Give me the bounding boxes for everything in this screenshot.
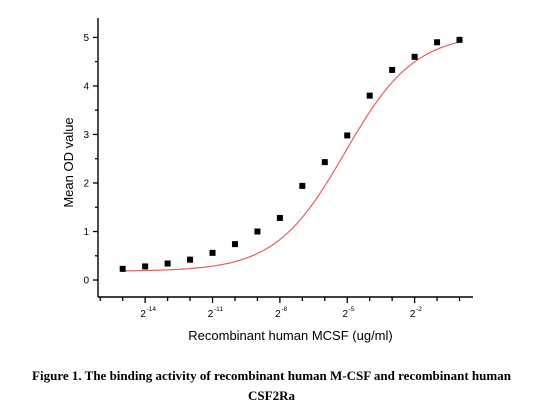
data-point — [434, 39, 441, 46]
data-point — [456, 36, 463, 43]
y-tick-label: 2 — [83, 178, 89, 189]
x-tick-exponent: -5 — [349, 306, 355, 313]
x-axis-title: Recombinant human MCSF (ug/ml) — [188, 328, 392, 343]
data-points — [119, 36, 463, 272]
data-point — [389, 66, 396, 73]
x-tick-exponent: -8 — [281, 306, 287, 313]
x-tick-label: 2 — [410, 309, 416, 320]
x-tick-label: 2 — [342, 309, 348, 320]
data-point — [411, 53, 418, 60]
x-tick-exponent: -14 — [147, 306, 157, 313]
data-point — [209, 249, 216, 256]
y-tick-label: 3 — [83, 130, 89, 141]
data-point — [142, 263, 149, 270]
x-tick-label: 2 — [275, 309, 281, 320]
x-tick-label: 2 — [208, 309, 214, 320]
axes — [97, 18, 473, 298]
data-point — [254, 228, 261, 235]
x-tick-label: 2 — [140, 309, 146, 320]
y-tick-label: 5 — [83, 33, 89, 44]
y-tick-label: 4 — [83, 81, 89, 92]
fit-curve — [122, 41, 460, 272]
data-point — [164, 260, 171, 267]
figure-caption-line-1: Figure 1. The binding activity of recomb… — [32, 368, 511, 383]
data-point — [321, 159, 328, 166]
data-point — [231, 241, 238, 248]
y-tick-label: 1 — [83, 227, 89, 238]
data-point — [119, 265, 126, 272]
x-tick-exponent: -2 — [416, 306, 422, 313]
figure-caption-line-2: CSF2Ra — [248, 388, 295, 403]
data-point — [366, 92, 373, 99]
data-point — [299, 182, 306, 189]
data-point — [187, 256, 194, 263]
data-point — [344, 132, 351, 139]
y-tick-label: 0 — [83, 276, 89, 287]
y-axis-title: Mean OD value — [61, 117, 76, 207]
x-tick-exponent: -11 — [214, 306, 223, 313]
data-point — [276, 214, 283, 221]
